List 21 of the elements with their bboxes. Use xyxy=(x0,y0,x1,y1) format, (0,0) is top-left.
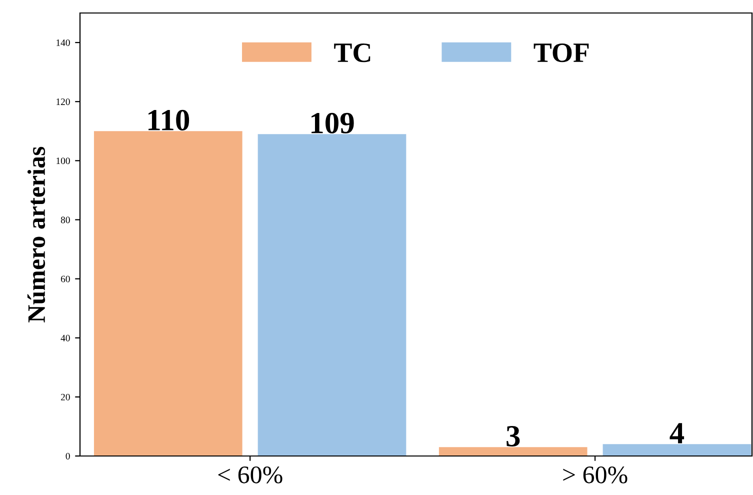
x-tick-label: > 60% xyxy=(563,466,628,484)
y-tick-label: 80 xyxy=(60,216,70,224)
y-tick-label: 120 xyxy=(56,98,70,106)
legend-label: TOF xyxy=(534,43,589,62)
bar xyxy=(602,444,752,456)
y-tick-label: 0 xyxy=(66,452,70,460)
x-tick-label: < 60% xyxy=(218,466,282,484)
data-label: 110 xyxy=(148,110,190,130)
y-tick-label: 20 xyxy=(60,394,70,400)
legend-label: TC xyxy=(334,43,370,62)
y-tick-label: 100 xyxy=(56,158,70,164)
y-tick-label: 40 xyxy=(60,334,70,342)
bar xyxy=(438,447,588,456)
data-label: 3 xyxy=(506,426,520,446)
bar xyxy=(258,134,406,456)
bar xyxy=(94,131,242,456)
y-axis-title: Número arterias xyxy=(27,146,46,322)
data-label: 109 xyxy=(312,112,354,134)
y-tick-label: 60 xyxy=(60,276,70,282)
data-label: 4 xyxy=(670,423,684,444)
y-tick-label: 140 xyxy=(56,39,70,46)
